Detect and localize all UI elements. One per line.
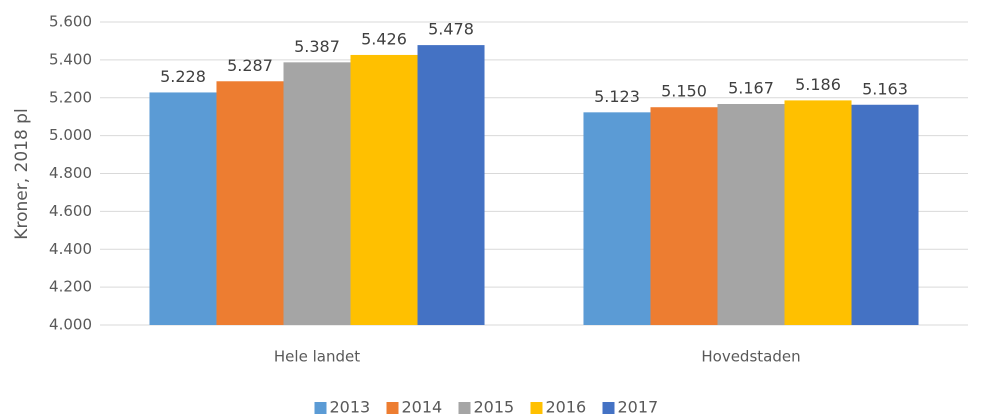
y-tick-label: 4.200 [49, 278, 92, 296]
data-label: 5.478 [428, 20, 474, 39]
data-label: 5.426 [361, 29, 407, 48]
legend-label: 2017 [618, 398, 659, 416]
y-tick-label: 4.600 [49, 202, 92, 220]
legend-swatch [458, 402, 471, 414]
bar [650, 107, 718, 325]
data-label: 5.123 [594, 87, 640, 106]
data-label: 5.163 [862, 79, 908, 98]
y-tick-label: 4.800 [49, 164, 92, 182]
legend-swatch [602, 402, 615, 414]
data-label: 5.150 [661, 82, 707, 101]
bar [350, 54, 418, 326]
y-tick-label: 5.400 [49, 50, 92, 68]
y-tick-label: 5.000 [49, 126, 92, 144]
bar [149, 92, 217, 325]
legend-swatch [530, 402, 543, 414]
bar [851, 104, 919, 326]
legend-swatch [314, 402, 327, 414]
legend-label: 2015 [474, 398, 515, 416]
x-tick-label: Hovedstaden [701, 348, 800, 366]
y-tick-label: 4.000 [49, 316, 92, 334]
y-axis-label: Kroner, 2018 pl [12, 108, 32, 239]
bar [417, 45, 485, 325]
legend-label: 2013 [330, 398, 371, 416]
bar [216, 81, 284, 325]
y-tick-label: 5.600 [49, 13, 92, 31]
data-label: 5.387 [294, 37, 340, 56]
data-label: 5.228 [160, 67, 206, 86]
bar [784, 100, 852, 326]
legend-swatch [386, 402, 399, 414]
legend-label: 2014 [402, 398, 443, 416]
legend-label: 2016 [546, 398, 587, 416]
x-tick-label: Hele landet [274, 348, 360, 366]
bar [583, 112, 651, 325]
bar [717, 103, 785, 325]
data-label: 5.186 [795, 75, 841, 94]
bar [283, 62, 351, 325]
data-label: 5.167 [728, 78, 774, 97]
y-tick-label: 5.200 [49, 88, 92, 106]
data-label: 5.287 [227, 56, 273, 75]
y-tick-label: 4.400 [49, 240, 92, 258]
